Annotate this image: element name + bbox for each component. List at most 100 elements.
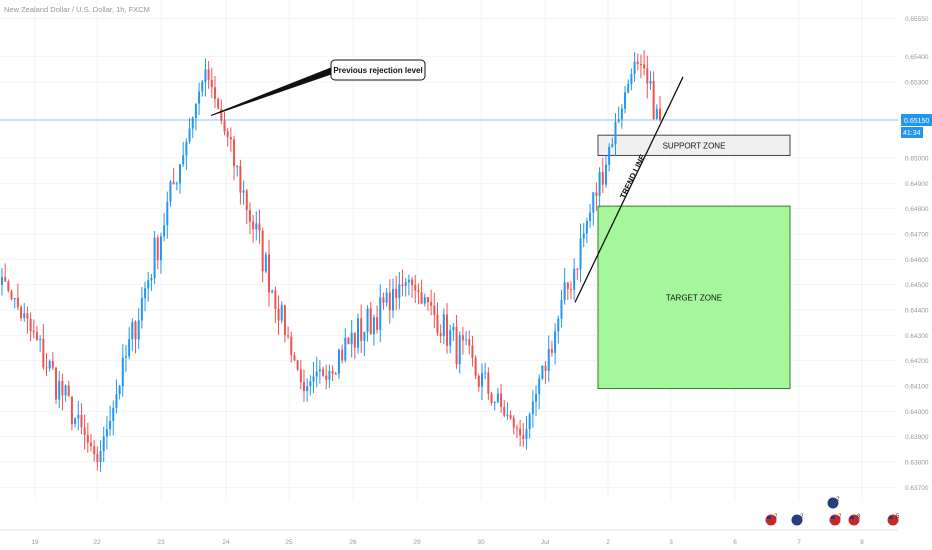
candle-body <box>646 68 649 84</box>
candle-body <box>455 326 458 365</box>
candle-body <box>271 290 274 293</box>
flag-canton <box>889 516 893 519</box>
candle-body <box>39 338 42 340</box>
candle-body <box>401 284 404 286</box>
candle-body <box>337 349 340 374</box>
candle-body <box>248 210 251 222</box>
candle-body <box>74 418 77 425</box>
candle-body <box>477 375 480 387</box>
candle-body <box>385 292 388 303</box>
x-tick-label: 26 <box>349 539 357 546</box>
candle-body <box>201 81 204 92</box>
candle-body <box>312 376 315 382</box>
y-tick-label: 0.64600 <box>905 257 929 264</box>
callout-box <box>330 59 426 81</box>
candle-body <box>614 121 617 145</box>
time-axis-background <box>0 530 932 550</box>
candle-body <box>4 277 7 282</box>
candle-body <box>290 336 293 356</box>
flag-count: 2 <box>800 514 804 520</box>
candle-body <box>512 418 515 428</box>
candle-body <box>500 393 503 407</box>
x-tick-label: 2 <box>606 539 610 546</box>
candle-body <box>461 335 464 341</box>
candle-body <box>582 233 585 239</box>
candle-body <box>480 373 483 387</box>
y-tick-label: 0.64900 <box>905 181 929 188</box>
candle-body <box>652 80 655 120</box>
candle-body <box>58 380 61 400</box>
candle-body <box>198 91 201 104</box>
support-zone-label: SUPPORT ZONE <box>663 141 726 150</box>
candle-body <box>236 165 239 167</box>
candle-body <box>280 305 283 321</box>
candle-body <box>105 429 108 437</box>
price-axis[interactable]: 0.65550 0.65400 0.65300 0.65150 0.65000 0.649… <box>898 0 932 550</box>
x-tick-label: 29 <box>413 539 421 546</box>
candle-body <box>93 446 96 455</box>
candle-body <box>430 302 433 306</box>
callout-text: Previous rejection level <box>333 66 422 75</box>
countdown-value: 41:34 <box>903 130 921 137</box>
candle-body <box>153 237 156 279</box>
candle-body <box>585 221 588 234</box>
x-tick-label: 6 <box>733 539 737 546</box>
candle-body <box>134 321 137 340</box>
candle-body <box>159 236 162 261</box>
candle-body <box>13 297 16 300</box>
candle-body <box>220 108 223 121</box>
candle-body <box>70 396 73 425</box>
candle-body <box>29 318 32 332</box>
candle-body <box>194 103 197 118</box>
candle-body <box>350 332 353 345</box>
candle-body <box>465 339 468 341</box>
time-axis[interactable]: 19 22 23 24 25 26 29 30 Jul 2 3 6 7 8 <box>0 529 932 550</box>
candle-body <box>293 355 296 361</box>
candle-body <box>538 378 541 395</box>
candle-body <box>573 268 576 290</box>
candle-body <box>417 290 420 293</box>
candle-body <box>643 64 646 69</box>
candle-body <box>547 349 550 371</box>
candle-body <box>239 165 242 193</box>
candle-body <box>48 361 51 369</box>
candle-body <box>213 87 216 99</box>
candle-body <box>147 280 150 289</box>
candle-body <box>264 254 267 272</box>
candle-body <box>306 386 309 392</box>
candle-body <box>487 372 490 394</box>
candle-body <box>633 61 636 75</box>
candle-body <box>20 307 23 319</box>
trend-line-label: TREND LINE <box>618 152 647 200</box>
candle-body <box>140 297 143 321</box>
flag-canton <box>831 516 835 519</box>
candle-body <box>627 83 630 93</box>
candle-body <box>563 282 566 301</box>
candle-body <box>131 321 134 340</box>
candle-body <box>522 435 525 440</box>
candle-body <box>411 279 414 286</box>
candle-body <box>150 278 153 281</box>
candle-body <box>328 371 331 380</box>
y-tick-label: 0.64400 <box>905 308 929 315</box>
price-axis-background <box>898 0 932 550</box>
candle-body <box>137 320 140 340</box>
candle-body <box>7 281 10 292</box>
candle-body <box>26 313 29 319</box>
candle-body <box>51 361 54 368</box>
candle-body <box>156 237 159 261</box>
symbol-title: New Zealand Dollar / U.S. Dollar, 1h, FX… <box>4 5 150 14</box>
candle-body <box>630 74 633 84</box>
candle-body <box>519 428 522 436</box>
candle-body <box>617 119 620 122</box>
candle-body <box>382 297 385 303</box>
candle-body <box>601 171 604 185</box>
candle-body <box>449 330 452 346</box>
candle-body <box>544 365 547 371</box>
y-tick-label: 0.64000 <box>905 409 929 416</box>
candle-body <box>217 98 220 109</box>
candle-body <box>341 349 344 361</box>
x-tick-label: 22 <box>93 539 101 546</box>
